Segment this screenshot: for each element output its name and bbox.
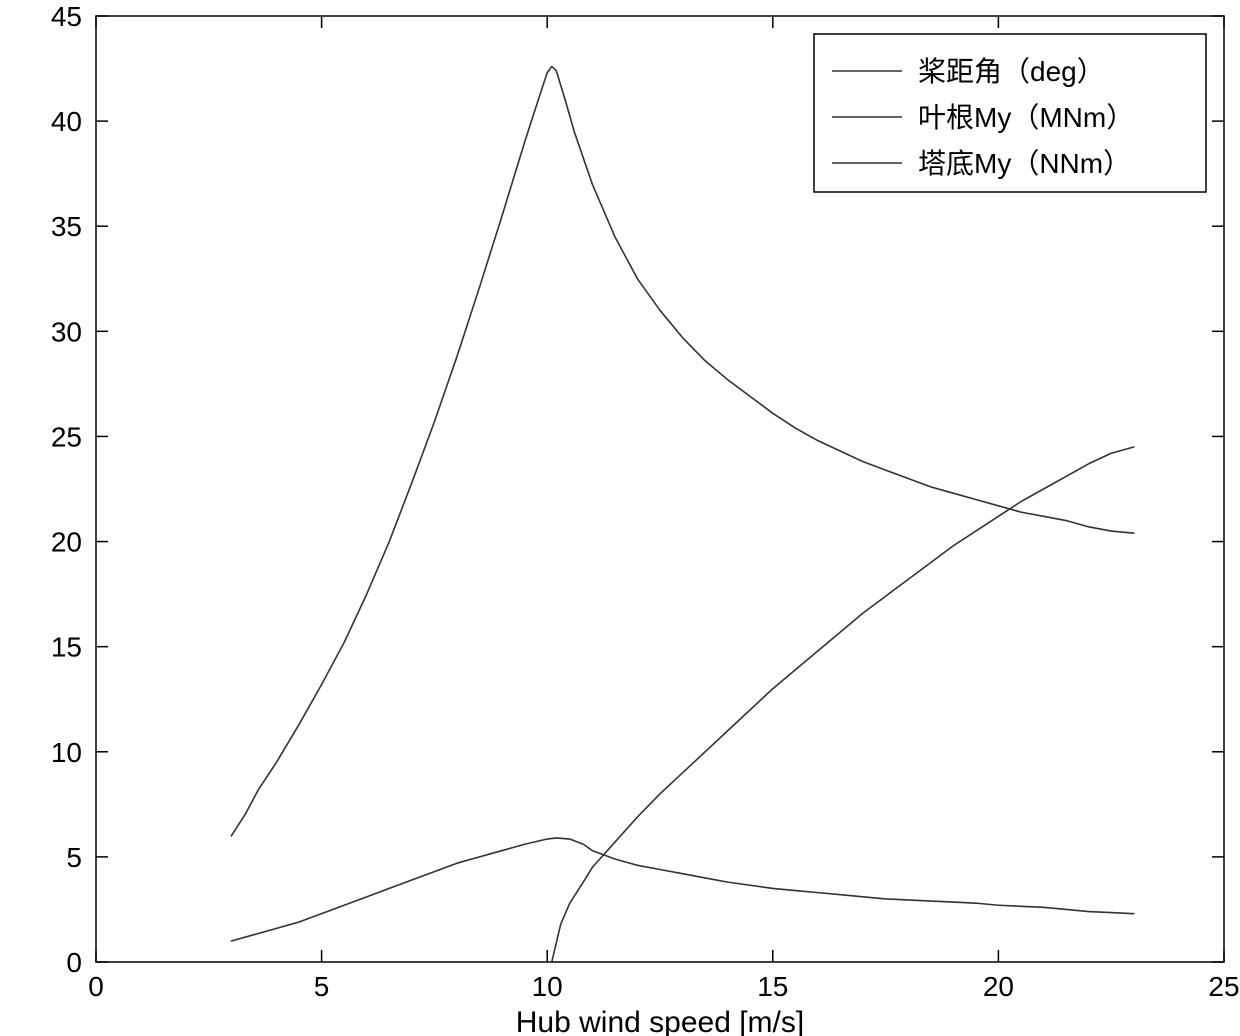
y-tick-label: 45 xyxy=(51,1,82,32)
y-tick-label: 0 xyxy=(66,947,82,978)
y-tick-label: 35 xyxy=(51,211,82,242)
line-chart: 0 5 10 15 20 25 0 5 10 15 20 25 30 35 40 45 Hub wind spe… xyxy=(0,0,1240,1036)
x-tick-label: 10 xyxy=(532,971,563,1002)
y-tick-label: 15 xyxy=(51,632,82,663)
legend-label-blade_root_my: 叶根My（MNm） xyxy=(918,102,1134,133)
x-tick-label: 20 xyxy=(983,971,1014,1002)
x-tick-label: 25 xyxy=(1208,971,1239,1002)
x-tick-label: 5 xyxy=(314,971,330,1002)
y-tick-label: 25 xyxy=(51,421,82,452)
legend-label-tower_base_my: 塔底My（NNm） xyxy=(918,148,1131,179)
chart-container: 0 5 10 15 20 25 0 5 10 15 20 25 30 35 40 45 Hub wind spe… xyxy=(0,0,1240,1036)
x-tick-label: 15 xyxy=(757,971,788,1002)
y-tick-label: 30 xyxy=(51,316,82,347)
y-tick-label: 20 xyxy=(51,527,82,558)
x-tick-label: 0 xyxy=(88,971,104,1002)
y-tick-label: 40 xyxy=(51,106,82,137)
y-tick-label: 10 xyxy=(51,737,82,768)
legend-label-pitch_angle: 桨距角（deg） xyxy=(918,56,1105,87)
y-tick-label: 5 xyxy=(66,842,82,873)
x-axis-label: Hub wind speed [m/s] xyxy=(516,1006,804,1036)
